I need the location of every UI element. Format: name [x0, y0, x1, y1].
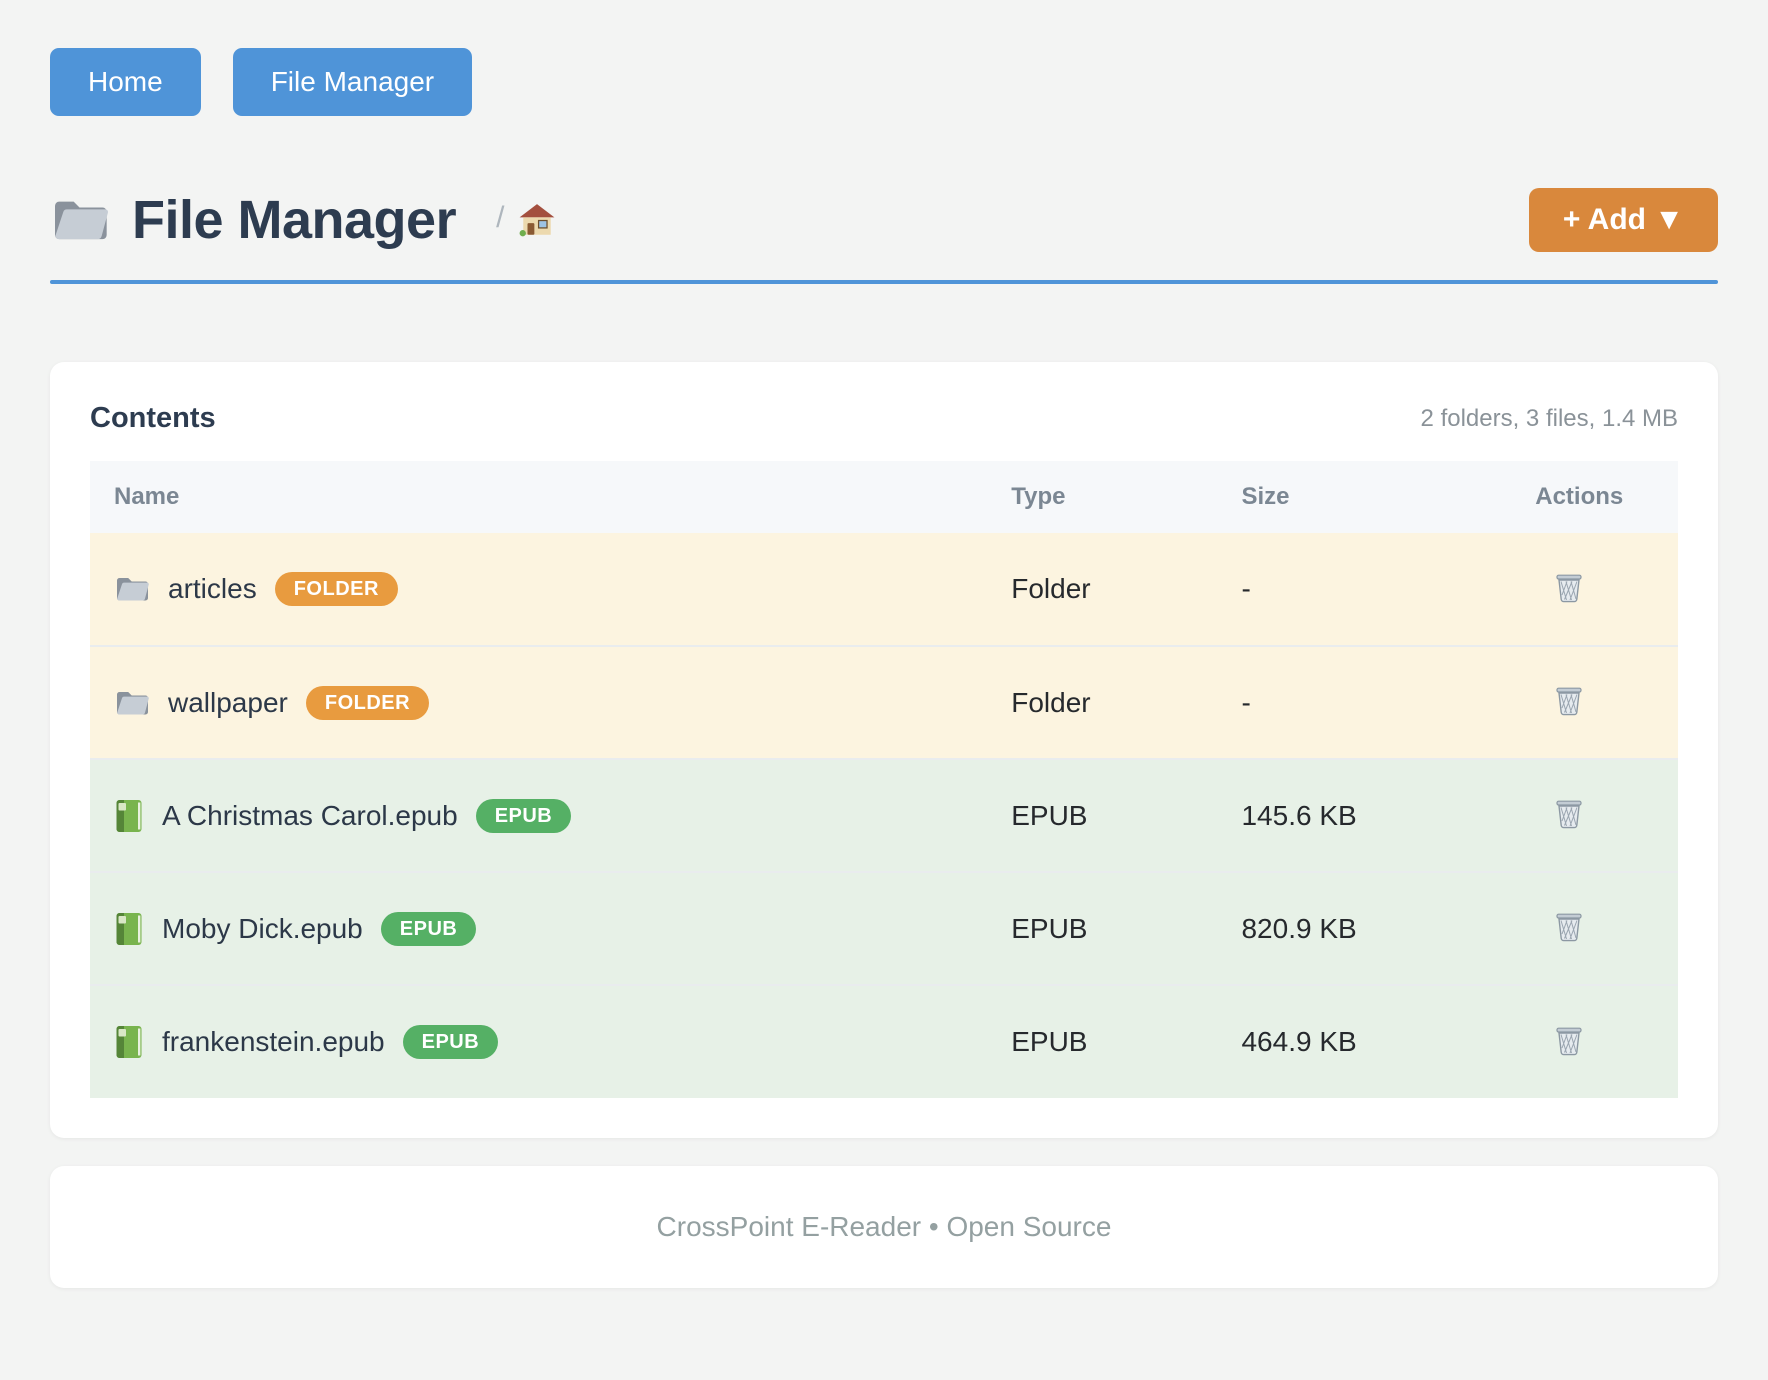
file-type: Folder [1011, 686, 1091, 718]
nav-home-button[interactable]: Home [50, 48, 201, 116]
green-book-icon [114, 911, 144, 947]
epub-badge: EPUB [380, 911, 477, 946]
trash-icon [1551, 1022, 1587, 1058]
file-size: - [1241, 573, 1251, 604]
trash-icon [1551, 795, 1587, 831]
green-book-icon [114, 798, 144, 834]
footer-text: CrossPoint E-Reader • Open Source [656, 1211, 1112, 1242]
trash-icon [1551, 682, 1587, 718]
column-header-type: Type [987, 461, 1218, 533]
breadcrumb: / [496, 201, 556, 239]
header-divider [50, 280, 1718, 284]
file-size: - [1241, 686, 1251, 718]
epub-badge: EPUB [475, 798, 572, 833]
file-type: Folder [1011, 573, 1091, 604]
column-header-actions: Actions [1511, 461, 1678, 533]
contents-card: Contents 2 folders, 3 files, 1.4 MB Name… [50, 362, 1718, 1138]
delete-button[interactable] [1549, 1020, 1589, 1060]
folder-badge: FOLDER [305, 685, 430, 720]
file-size: 820.9 KB [1241, 912, 1357, 944]
add-button[interactable]: + Add ▼ [1528, 188, 1718, 252]
table-header-row: Name Type Size Actions [90, 461, 1678, 533]
breadcrumb-separator: / [496, 201, 505, 234]
folder-badge: FOLDER [274, 572, 398, 606]
home-icon[interactable] [518, 201, 556, 239]
epub-badge: EPUB [402, 1025, 499, 1059]
file-name[interactable]: A Christmas Carol.epub [162, 799, 458, 831]
page-header: File Manager / + Add ▼ [50, 188, 1718, 252]
file-name[interactable]: Moby Dick.epub [162, 912, 363, 944]
file-size: 464.9 KB [1241, 1026, 1357, 1057]
nav-file-manager-button[interactable]: File Manager [232, 48, 473, 116]
file-table: Name Type Size Actions articles FOLDER F… [90, 461, 1678, 1098]
folder-icon [114, 574, 150, 604]
folder-icon [50, 195, 110, 245]
table-row: articles FOLDER Folder - [90, 533, 1678, 646]
trash-icon [1551, 569, 1587, 605]
page-title: File Manager [132, 190, 457, 250]
green-book-icon [114, 1024, 144, 1060]
table-row: Moby Dick.epub EPUB EPUB 820.9 KB [90, 872, 1678, 985]
column-header-size: Size [1217, 461, 1512, 533]
delete-button[interactable] [1549, 567, 1589, 607]
file-name[interactable]: articles [168, 573, 257, 604]
table-row: A Christmas Carol.epub EPUB EPUB 145.6 K… [90, 759, 1678, 872]
page: Home File Manager File Manager / + Add ▼… [50, 48, 1718, 1288]
file-name[interactable]: frankenstein.epub [162, 1026, 385, 1057]
file-name[interactable]: wallpaper [168, 686, 288, 718]
delete-button[interactable] [1549, 793, 1589, 833]
file-type: EPUB [1011, 912, 1088, 944]
table-row: frankenstein.epub EPUB EPUB 464.9 KB [90, 985, 1678, 1098]
file-size: 145.6 KB [1241, 799, 1357, 831]
file-type: EPUB [1011, 1026, 1088, 1057]
table-row: wallpaper FOLDER Folder - [90, 646, 1678, 759]
contents-title: Contents [90, 402, 216, 434]
file-type: EPUB [1011, 799, 1088, 831]
footer: CrossPoint E-Reader • Open Source [50, 1166, 1718, 1288]
column-header-name: Name [90, 461, 988, 533]
trash-icon [1551, 908, 1587, 944]
contents-summary: 2 folders, 3 files, 1.4 MB [1420, 404, 1678, 432]
delete-button[interactable] [1549, 680, 1589, 720]
folder-icon [114, 688, 150, 718]
delete-button[interactable] [1549, 906, 1589, 946]
top-nav: Home File Manager [50, 48, 1718, 116]
